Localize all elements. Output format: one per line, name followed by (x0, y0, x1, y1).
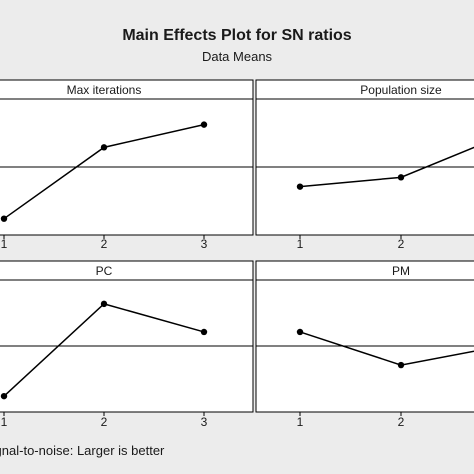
panel-label: PC (96, 264, 113, 278)
chart-footnote: Signal-to-noise: Larger is better (0, 443, 165, 458)
x-tick-label: 1 (297, 237, 304, 251)
x-tick-label: 2 (398, 415, 405, 429)
panel-header (0, 79, 254, 100)
panel-label: Population size (360, 83, 442, 97)
x-tick-label: 2 (101, 415, 108, 429)
chart-subtitle: Data Means (202, 49, 273, 64)
x-tick-label: 1 (1, 237, 8, 251)
panel-header (255, 79, 474, 100)
x-tick-label: 3 (201, 415, 208, 429)
x-tick-label: 2 (101, 237, 108, 251)
effect-point (397, 174, 405, 181)
x-tick-label: 2 (398, 237, 405, 251)
effect-point (0, 392, 8, 400)
effect-point (200, 328, 208, 336)
x-tick-label: 1 (297, 415, 304, 429)
chart-title: Main Effects Plot for SN ratios (122, 27, 351, 44)
x-tick-label: 1 (1, 415, 8, 429)
effect-point (100, 300, 108, 308)
panel-label: Max iterations (67, 83, 142, 97)
panel-header (0, 260, 254, 281)
effect-point (296, 183, 304, 190)
effect-point (397, 361, 405, 369)
effect-point (100, 144, 108, 151)
x-tick-label: 3 (201, 237, 208, 251)
effect-point (200, 121, 208, 128)
panel-label: PM (392, 264, 410, 278)
effect-point (296, 328, 304, 336)
panel-header (255, 260, 474, 281)
effect-point (0, 215, 8, 222)
